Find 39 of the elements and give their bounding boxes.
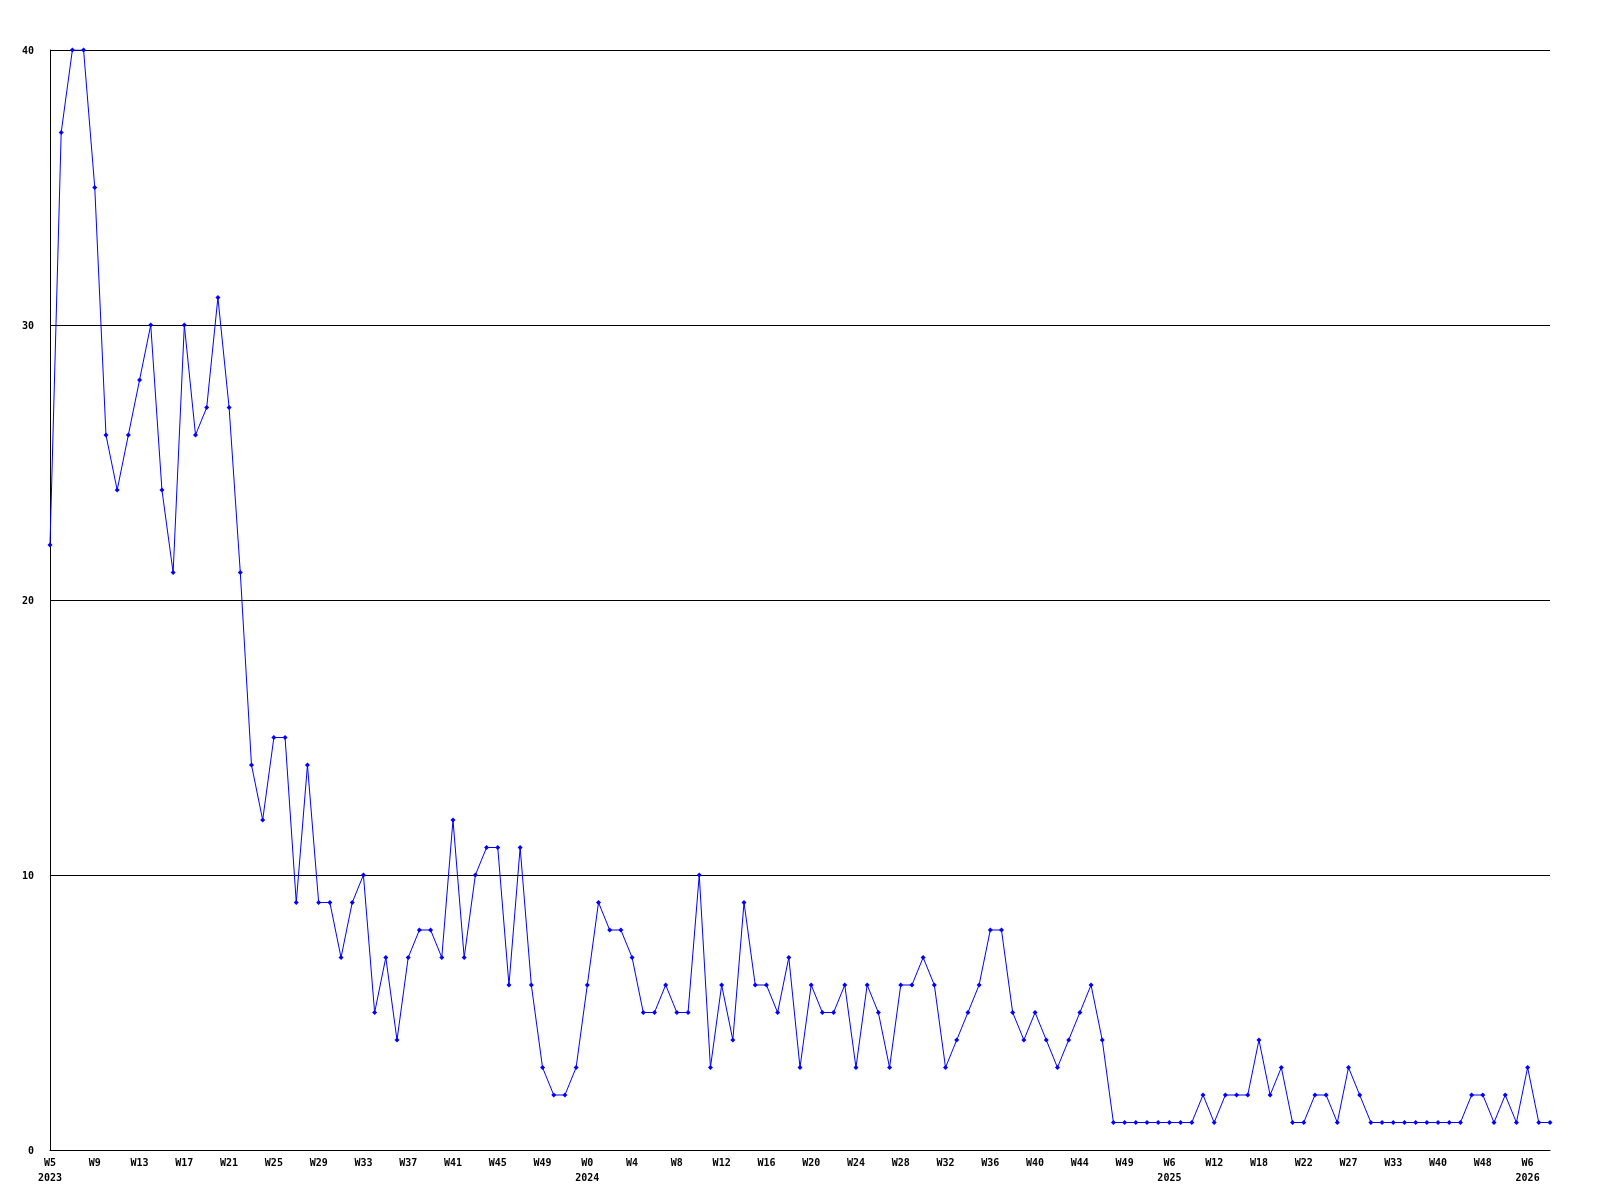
x-tick-label: W49 <box>1115 1157 1134 1168</box>
y-tick-label: 30 <box>21 319 34 331</box>
x-tick-label: W33 <box>1384 1157 1403 1168</box>
x-tick-label: W20 <box>802 1157 821 1168</box>
x-tick-label: W18 <box>1249 1157 1268 1168</box>
x-tick-label: W29 <box>309 1157 328 1168</box>
y-tick-label: 40 <box>21 44 34 56</box>
x-tick-label: W0 2024 <box>575 1157 600 1183</box>
y-tick-label: 10 <box>21 869 34 881</box>
x-tick-label: W13 <box>130 1157 149 1168</box>
x-tick-label: W40 <box>1429 1157 1448 1168</box>
x-tick-label: W16 <box>757 1157 776 1168</box>
y-tick-label: 0 <box>27 1144 34 1156</box>
x-tick-label: W28 <box>891 1157 910 1168</box>
x-tick-label: W36 <box>981 1157 1000 1168</box>
x-tick-label: W5 2023 <box>37 1157 63 1183</box>
x-tick-label: W6 2026 <box>1515 1157 1540 1183</box>
x-tick-label: W21 <box>220 1157 239 1168</box>
x-tick-label: W40 <box>1026 1157 1045 1168</box>
y-tick-label: 20 <box>21 594 34 606</box>
x-tick-label: W24 <box>846 1157 865 1168</box>
x-tick-label: W32 <box>936 1157 955 1168</box>
x-tick-label: W27 <box>1339 1157 1358 1168</box>
x-tick-label: W6 2025 <box>1157 1157 1182 1183</box>
x-tick-label: W45 <box>488 1157 507 1168</box>
x-tick-label: W12 <box>712 1157 731 1168</box>
x-tick-label: W49 <box>533 1157 552 1168</box>
x-tick-label: W41 <box>443 1157 463 1168</box>
x-tick-label: W25 <box>264 1157 283 1168</box>
x-tick-label: W22 <box>1294 1157 1313 1168</box>
x-tick-label: W12 <box>1205 1157 1224 1168</box>
x-tick-label: W4 <box>626 1157 639 1168</box>
x-tick-label: W48 <box>1473 1157 1492 1168</box>
x-tick-label: W17 <box>175 1157 194 1168</box>
x-tick-label: W44 <box>1070 1157 1089 1168</box>
x-tick-label: W37 <box>399 1157 418 1168</box>
x-tick-label: W33 <box>354 1157 373 1168</box>
x-tick-label: W9 <box>88 1157 101 1168</box>
x-tick-label: W8 <box>670 1157 683 1168</box>
